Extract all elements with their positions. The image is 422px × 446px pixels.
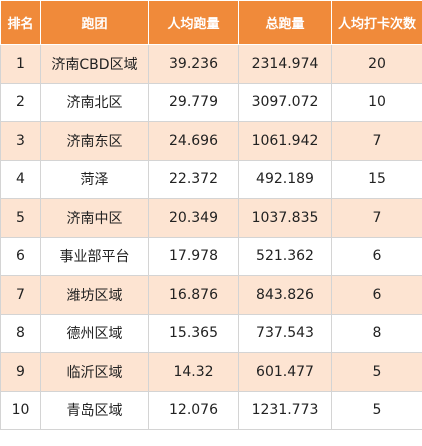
table-row: 1 济南CBD区域 39.236 2314.974 20 [0, 44, 422, 84]
header-total-distance: 总跑量 [238, 0, 332, 45]
table-row: 4 菏泽 22.372 492.189 15 [0, 159, 422, 199]
cell-avg-distance: 17.978 [148, 236, 239, 276]
cell-avg-distance: 20.349 [148, 198, 239, 238]
cell-total-distance: 601.477 [238, 352, 332, 392]
table-row: 2 济南北区 29.779 3097.072 10 [0, 82, 422, 122]
cell-rank: 2 [0, 82, 41, 122]
table-row: 6 事业部平台 17.978 521.362 6 [0, 236, 422, 276]
table-row: 8 德州区域 15.365 737.543 8 [0, 313, 422, 353]
cell-total-distance: 843.826 [238, 275, 332, 315]
cell-rank: 8 [0, 313, 41, 353]
table-row: 7 潍坊区域 16.876 843.826 6 [0, 275, 422, 315]
cell-total-distance: 1037.835 [238, 198, 332, 238]
cell-rank: 6 [0, 236, 41, 276]
cell-avg-distance: 22.372 [148, 159, 239, 199]
cell-team: 潍坊区域 [40, 275, 149, 315]
cell-avg-checkins: 6 [331, 236, 422, 276]
cell-avg-checkins: 5 [331, 352, 422, 392]
cell-avg-distance: 16.876 [148, 275, 239, 315]
cell-team: 临沂区域 [40, 352, 149, 392]
cell-team: 济南北区 [40, 82, 149, 122]
cell-avg-distance: 12.076 [148, 390, 239, 430]
cell-team: 青岛区域 [40, 390, 149, 430]
cell-rank: 5 [0, 198, 41, 238]
cell-team: 菏泽 [40, 159, 149, 199]
table-row: 10 青岛区域 12.076 1231.773 5 [0, 390, 422, 430]
cell-rank: 4 [0, 159, 41, 199]
cell-team: 德州区域 [40, 313, 149, 353]
table-header-row: 排名 跑团 人均跑量 总跑量 人均打卡次数 [0, 0, 422, 45]
cell-total-distance: 2314.974 [238, 44, 332, 84]
cell-avg-distance: 39.236 [148, 44, 239, 84]
cell-avg-checkins: 6 [331, 275, 422, 315]
cell-avg-checkins: 5 [331, 390, 422, 430]
cell-total-distance: 3097.072 [238, 82, 332, 122]
cell-total-distance: 1231.773 [238, 390, 332, 430]
cell-total-distance: 737.543 [238, 313, 332, 353]
cell-avg-checkins: 7 [331, 121, 422, 161]
header-avg-checkins: 人均打卡次数 [331, 0, 422, 45]
cell-avg-distance: 15.365 [148, 313, 239, 353]
cell-team: 事业部平台 [40, 236, 149, 276]
header-rank: 排名 [0, 0, 41, 45]
cell-team: 济南CBD区域 [40, 44, 149, 84]
table-row: 5 济南中区 20.349 1037.835 7 [0, 198, 422, 238]
cell-avg-checkins: 10 [331, 82, 422, 122]
cell-avg-distance: 14.32 [148, 352, 239, 392]
ranking-table: 排名 跑团 人均跑量 总跑量 人均打卡次数 1 济南CBD区域 39.236 2… [0, 0, 422, 430]
header-team: 跑团 [40, 0, 149, 45]
table-row: 3 济南东区 24.696 1061.942 7 [0, 121, 422, 161]
cell-avg-distance: 29.779 [148, 82, 239, 122]
cell-team: 济南中区 [40, 198, 149, 238]
cell-total-distance: 492.189 [238, 159, 332, 199]
cell-total-distance: 1061.942 [238, 121, 332, 161]
header-avg-distance: 人均跑量 [148, 0, 239, 45]
cell-rank: 9 [0, 352, 41, 392]
cell-rank: 10 [0, 390, 41, 430]
cell-rank: 7 [0, 275, 41, 315]
table-row: 9 临沂区域 14.32 601.477 5 [0, 352, 422, 392]
cell-team: 济南东区 [40, 121, 149, 161]
cell-rank: 3 [0, 121, 41, 161]
cell-avg-distance: 24.696 [148, 121, 239, 161]
cell-avg-checkins: 15 [331, 159, 422, 199]
cell-avg-checkins: 20 [331, 44, 422, 84]
cell-avg-checkins: 7 [331, 198, 422, 238]
cell-rank: 1 [0, 44, 41, 84]
cell-total-distance: 521.362 [238, 236, 332, 276]
cell-avg-checkins: 8 [331, 313, 422, 353]
